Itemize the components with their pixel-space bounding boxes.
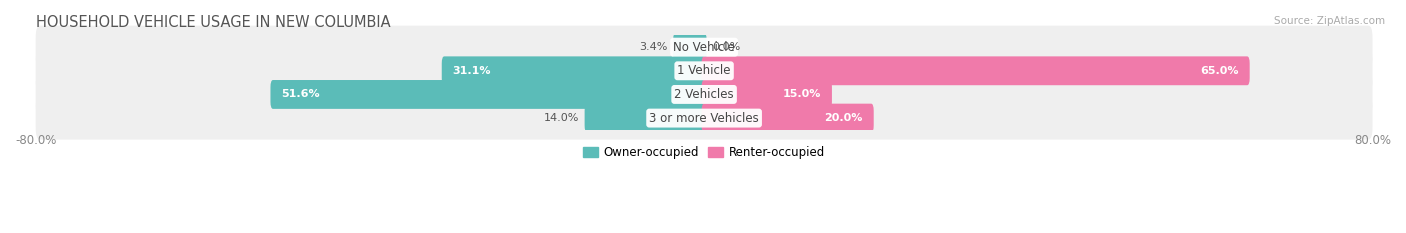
Text: 14.0%: 14.0% bbox=[543, 113, 579, 123]
Text: 20.0%: 20.0% bbox=[824, 113, 863, 123]
FancyBboxPatch shape bbox=[702, 80, 832, 109]
FancyBboxPatch shape bbox=[35, 26, 1372, 69]
Text: 65.0%: 65.0% bbox=[1201, 66, 1239, 76]
Text: 51.6%: 51.6% bbox=[281, 89, 321, 99]
FancyBboxPatch shape bbox=[702, 56, 1250, 85]
Text: 0.0%: 0.0% bbox=[713, 42, 741, 52]
FancyBboxPatch shape bbox=[673, 33, 707, 62]
FancyBboxPatch shape bbox=[702, 104, 873, 133]
Text: 15.0%: 15.0% bbox=[783, 89, 821, 99]
Text: 3 or more Vehicles: 3 or more Vehicles bbox=[650, 112, 759, 125]
FancyBboxPatch shape bbox=[35, 96, 1372, 140]
Legend: Owner-occupied, Renter-occupied: Owner-occupied, Renter-occupied bbox=[579, 141, 830, 164]
FancyBboxPatch shape bbox=[585, 104, 707, 133]
Text: No Vehicle: No Vehicle bbox=[673, 41, 735, 54]
FancyBboxPatch shape bbox=[35, 49, 1372, 92]
Text: 3.4%: 3.4% bbox=[638, 42, 668, 52]
FancyBboxPatch shape bbox=[270, 80, 707, 109]
FancyBboxPatch shape bbox=[441, 56, 707, 85]
Text: HOUSEHOLD VEHICLE USAGE IN NEW COLUMBIA: HOUSEHOLD VEHICLE USAGE IN NEW COLUMBIA bbox=[35, 15, 391, 30]
Text: 31.1%: 31.1% bbox=[453, 66, 491, 76]
Text: 2 Vehicles: 2 Vehicles bbox=[675, 88, 734, 101]
Text: Source: ZipAtlas.com: Source: ZipAtlas.com bbox=[1274, 16, 1385, 26]
FancyBboxPatch shape bbox=[35, 73, 1372, 116]
Text: 1 Vehicle: 1 Vehicle bbox=[678, 64, 731, 77]
